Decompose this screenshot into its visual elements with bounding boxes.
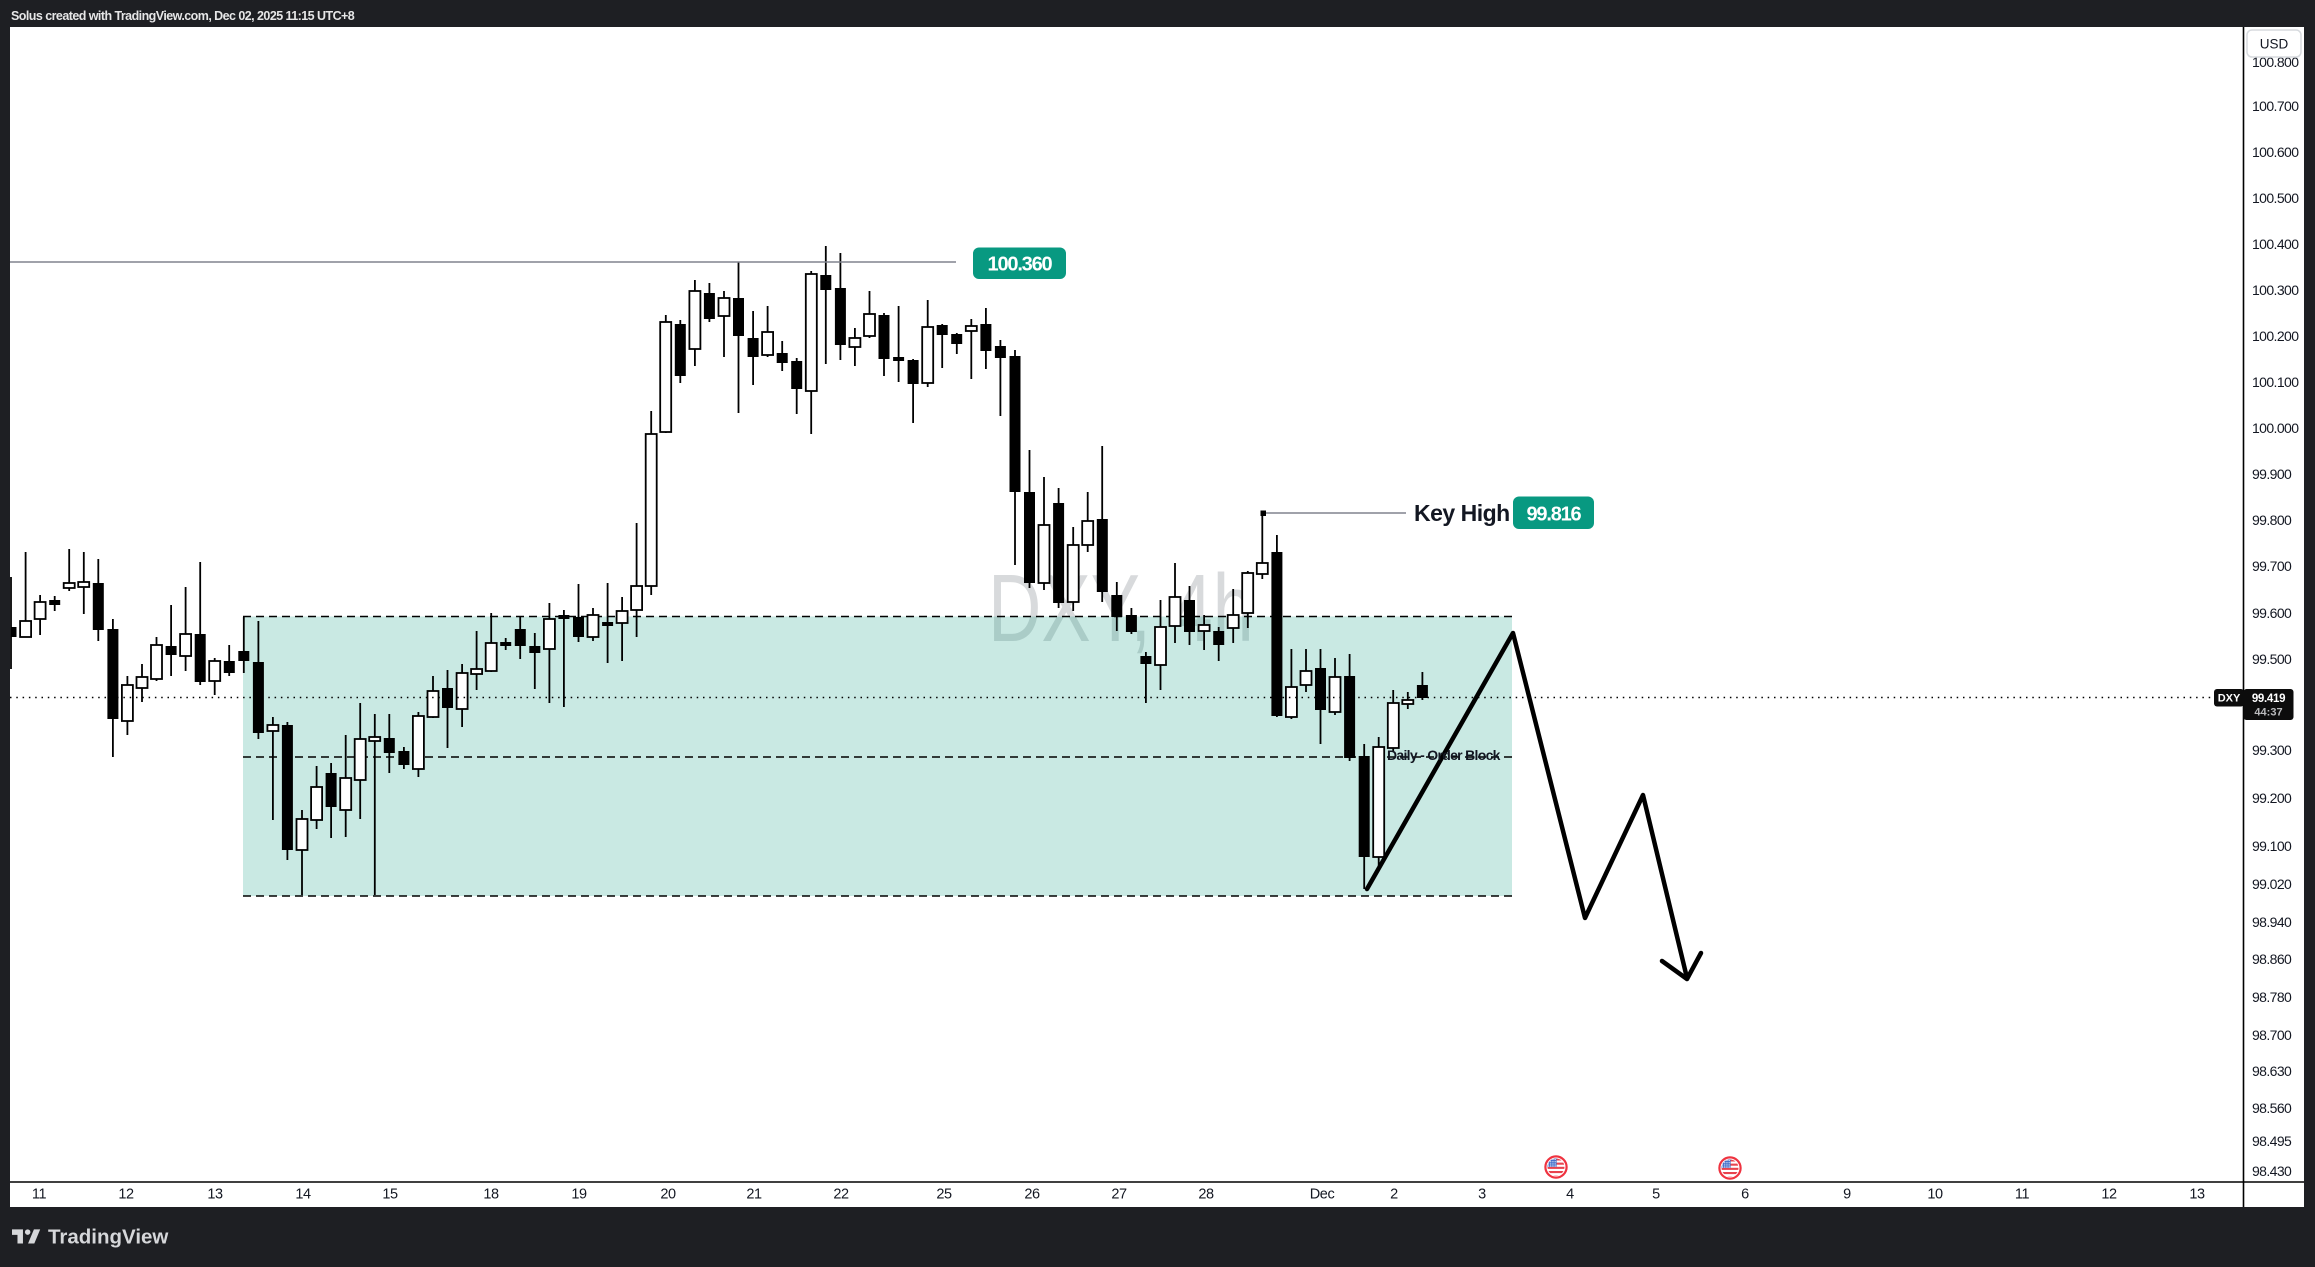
- svg-text:14: 14: [295, 1187, 311, 1203]
- svg-text:2: 2: [1390, 1187, 1398, 1203]
- svg-text:10: 10: [1927, 1187, 1943, 1203]
- svg-text:Dec: Dec: [1310, 1187, 1335, 1203]
- svg-text:USD: USD: [2260, 37, 2289, 52]
- svg-text:Solus created with TradingView: Solus created with TradingView.com, Dec …: [11, 9, 355, 23]
- svg-text:44:37: 44:37: [2254, 707, 2282, 719]
- svg-text:28: 28: [1198, 1187, 1214, 1203]
- svg-text:98.495: 98.495: [2252, 1133, 2292, 1149]
- svg-text:99.816: 99.816: [1527, 504, 1582, 526]
- svg-text:3: 3: [1478, 1187, 1486, 1203]
- svg-text:100.800: 100.800: [2252, 54, 2299, 70]
- svg-text:21: 21: [746, 1187, 762, 1203]
- svg-text:4: 4: [1566, 1187, 1574, 1203]
- svg-text:26: 26: [1024, 1187, 1040, 1203]
- svg-text:98.560: 98.560: [2252, 1100, 2292, 1116]
- svg-text:99.419: 99.419: [2252, 693, 2285, 705]
- svg-text:27: 27: [1111, 1187, 1127, 1203]
- svg-text:100.300: 100.300: [2252, 282, 2299, 298]
- svg-text:20: 20: [660, 1187, 676, 1203]
- svg-text:13: 13: [207, 1187, 223, 1203]
- svg-text:98.940: 98.940: [2252, 914, 2292, 930]
- svg-text:99.600: 99.600: [2252, 605, 2292, 621]
- svg-text:15: 15: [382, 1187, 398, 1203]
- svg-text:5: 5: [1652, 1187, 1660, 1203]
- svg-text:TradingView: TradingView: [48, 1226, 168, 1249]
- svg-text:99.700: 99.700: [2252, 558, 2292, 574]
- svg-text:100.400: 100.400: [2252, 236, 2299, 252]
- svg-text:98.700: 98.700: [2252, 1027, 2292, 1043]
- svg-text:98.780: 98.780: [2252, 989, 2292, 1005]
- svg-text:100.600: 100.600: [2252, 144, 2299, 160]
- svg-text:25: 25: [936, 1187, 952, 1203]
- svg-text:100.200: 100.200: [2252, 328, 2299, 344]
- svg-text:98.430: 98.430: [2252, 1163, 2292, 1179]
- svg-text:99.300: 99.300: [2252, 742, 2292, 758]
- svg-text:18: 18: [483, 1187, 499, 1203]
- svg-text:12: 12: [2101, 1187, 2117, 1203]
- svg-text:98.860: 98.860: [2252, 951, 2292, 967]
- svg-text:99.200: 99.200: [2252, 790, 2292, 806]
- svg-text:99.900: 99.900: [2252, 466, 2292, 482]
- svg-text:100.000: 100.000: [2252, 420, 2299, 436]
- svg-text:Daily - Order Block: Daily - Order Block: [1387, 747, 1501, 763]
- svg-text:100.500: 100.500: [2252, 190, 2299, 206]
- svg-text:100.700: 100.700: [2252, 98, 2299, 114]
- svg-text:12: 12: [118, 1187, 134, 1203]
- svg-text:22: 22: [833, 1187, 849, 1203]
- svg-text:11: 11: [2015, 1187, 2030, 1203]
- svg-text:99.800: 99.800: [2252, 512, 2292, 528]
- svg-text:11: 11: [32, 1187, 47, 1203]
- svg-text:13: 13: [2189, 1187, 2205, 1203]
- svg-text:100.100: 100.100: [2252, 374, 2299, 390]
- svg-text:Key High: Key High: [1414, 500, 1510, 526]
- svg-text:100.360: 100.360: [988, 254, 1053, 276]
- svg-text:9: 9: [1843, 1187, 1851, 1203]
- svg-text:19: 19: [571, 1187, 587, 1203]
- svg-text:DXY: DXY: [2218, 693, 2241, 705]
- svg-text:6: 6: [1741, 1187, 1749, 1203]
- svg-text:99.020: 99.020: [2252, 876, 2292, 892]
- svg-text:99.500: 99.500: [2252, 651, 2292, 667]
- svg-text:99.100: 99.100: [2252, 838, 2292, 854]
- svg-text:98.630: 98.630: [2252, 1063, 2292, 1079]
